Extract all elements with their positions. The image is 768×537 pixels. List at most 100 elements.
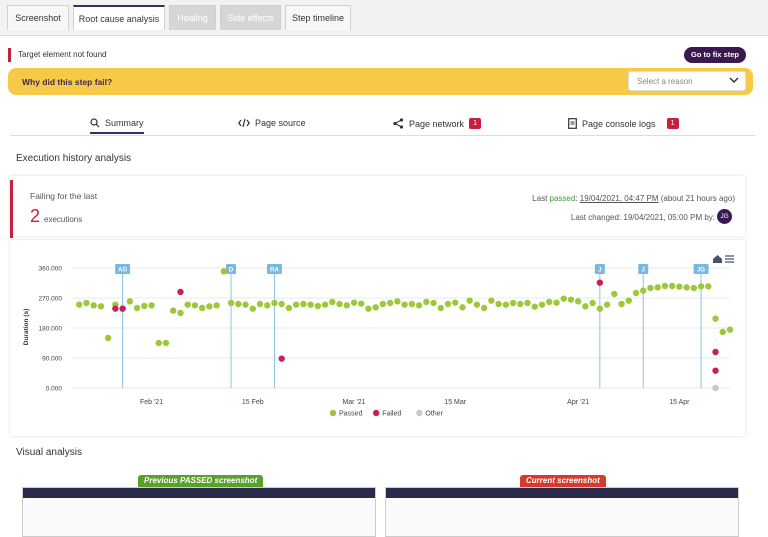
current-screenshot[interactable] xyxy=(385,487,739,537)
passed-point xyxy=(321,301,329,308)
failing-label: Failing for the last xyxy=(30,191,98,201)
passed-point xyxy=(546,298,553,306)
reason-select[interactable]: Select a reason xyxy=(628,71,746,91)
share-icon xyxy=(393,118,404,129)
legend-marker xyxy=(329,409,337,417)
magnifier-icon xyxy=(90,118,100,128)
subtab-page-network[interactable]: Page network 1 xyxy=(393,118,482,129)
previous-screenshot[interactable] xyxy=(22,487,376,537)
history-title: Execution history analysis xyxy=(16,153,132,164)
passed-point xyxy=(198,304,206,312)
alert-marker xyxy=(8,48,11,62)
passed-point xyxy=(553,299,560,306)
y-tick-label: 0.000 xyxy=(46,386,63,393)
passed-point xyxy=(423,298,430,306)
failed-point xyxy=(119,305,126,312)
passed-point xyxy=(705,283,712,290)
passed-point xyxy=(271,299,278,307)
home-icon[interactable] xyxy=(713,255,722,263)
passed-point xyxy=(488,297,495,304)
other-point xyxy=(712,384,719,392)
tab-root-cause-analysis[interactable]: Root cause analysis xyxy=(73,5,165,30)
passed-point xyxy=(719,328,726,336)
passed-point xyxy=(285,304,293,312)
change-marker-flag xyxy=(693,264,709,274)
menu-icon[interactable] xyxy=(725,255,734,263)
reason-placeholder: Select a reason xyxy=(637,77,693,86)
failure-summary-card: Failing for the last 2 executions Last p… xyxy=(10,176,745,238)
change-marker-label: RA xyxy=(270,268,279,274)
last-passed-link[interactable]: 19/04/2021, 04:47 PM xyxy=(579,194,659,203)
alert-message: Target element not found xyxy=(18,50,107,59)
passed-point xyxy=(480,304,488,312)
failing-count: 2 xyxy=(30,206,41,226)
tab-side-effects: Side effects xyxy=(220,5,281,30)
last-passed-word: passed xyxy=(549,194,576,203)
passed-point xyxy=(690,284,698,292)
change-marker-label: D xyxy=(229,268,234,274)
passed-point xyxy=(97,303,105,310)
passed-point xyxy=(611,290,618,298)
change-marker-flag xyxy=(266,264,282,274)
passed-point xyxy=(625,297,632,304)
passed-point xyxy=(531,303,538,310)
passed-point xyxy=(726,326,734,333)
passed-point xyxy=(220,268,228,275)
tab-screenshot[interactable]: Screenshot xyxy=(7,5,69,30)
passed-point xyxy=(83,299,90,307)
passed-point xyxy=(104,334,112,342)
passed-point xyxy=(350,299,358,306)
subtab-page-network-label: Page network xyxy=(409,118,465,129)
passed-point xyxy=(206,303,213,310)
legend-marker xyxy=(416,409,423,417)
subtab-page-source[interactable]: Page source xyxy=(238,118,306,128)
passed-point xyxy=(502,301,510,308)
avatar[interactable]: JG xyxy=(717,209,732,224)
passed-point xyxy=(177,309,184,317)
passed-point xyxy=(697,283,705,290)
passed-point xyxy=(574,298,582,305)
subtab-page-source-label: Page source xyxy=(255,118,306,128)
change-marker-label: J xyxy=(642,268,645,274)
screenshot-header xyxy=(23,488,375,498)
passed-point xyxy=(213,302,220,309)
passed-point xyxy=(683,284,690,291)
error-alert: Target element not found xyxy=(8,46,758,64)
passed-point xyxy=(408,300,416,308)
passed-point xyxy=(560,295,567,302)
passed-point xyxy=(640,287,647,294)
passed-point xyxy=(668,282,676,290)
failed-point xyxy=(712,367,719,374)
passed-point xyxy=(242,301,249,308)
passed-point xyxy=(314,302,322,310)
passed-point xyxy=(437,304,444,312)
subtab-summary[interactable]: Summary xyxy=(90,118,144,134)
subtab-page-console-logs[interactable]: Page console logs 1 xyxy=(568,118,679,129)
passed-point xyxy=(386,299,394,307)
passed-point xyxy=(676,283,683,290)
failed-point xyxy=(278,355,285,362)
passed-point xyxy=(170,307,177,314)
passed-point xyxy=(126,298,134,305)
tab-step-timeline[interactable]: Step timeline xyxy=(285,5,351,30)
passed-point xyxy=(632,289,640,297)
passed-point xyxy=(538,301,546,308)
change-marker-flag xyxy=(638,264,649,274)
passed-point xyxy=(524,299,531,307)
last-changed: Last changed: 19/04/2021, 05:00 PM by: xyxy=(570,213,715,222)
passed-point xyxy=(191,302,199,309)
last-passed-suffix: (about 21 hours ago) xyxy=(658,194,735,203)
screenshot-header xyxy=(386,488,738,498)
x-tick-label: Apr '21 xyxy=(567,399,589,406)
passed-point xyxy=(582,303,589,310)
previous-screenshot-label: Previous PASSED screenshot xyxy=(138,475,264,487)
y-axis-label: Duration (s) xyxy=(23,309,30,345)
passed-point xyxy=(227,299,235,307)
go-to-fix-step-button[interactable]: Go to fix step xyxy=(684,47,746,63)
failing-unit: executions xyxy=(44,215,83,224)
passed-point xyxy=(162,339,170,347)
y-tick-label: 180.000 xyxy=(39,326,63,333)
x-tick-label: 15 Mar xyxy=(444,399,466,406)
passed-point xyxy=(264,302,271,309)
passed-point xyxy=(567,296,575,303)
